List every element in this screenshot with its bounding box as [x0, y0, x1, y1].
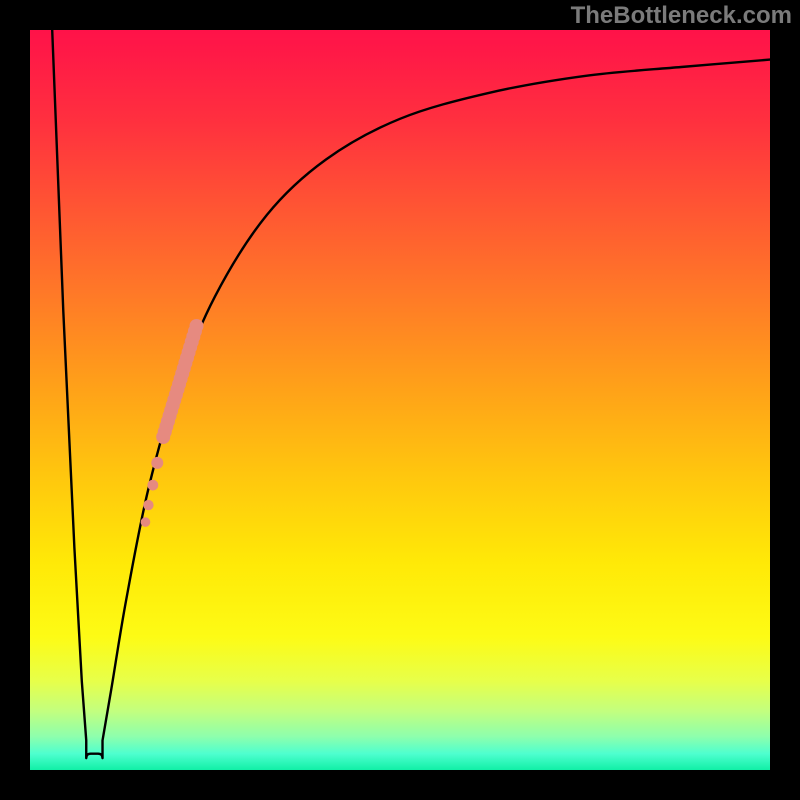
- marker-dot: [147, 480, 158, 491]
- chart-root: TheBottleneck.com: [0, 0, 800, 800]
- frame-border-right: [770, 0, 800, 800]
- marker-dot: [143, 500, 153, 510]
- watermark-text: TheBottleneck.com: [571, 2, 792, 30]
- frame-border-left: [0, 0, 30, 800]
- frame-border-bottom: [0, 770, 800, 800]
- marker-dot: [151, 457, 163, 469]
- marker-dot: [141, 517, 151, 527]
- plot-background-gradient: [30, 30, 770, 770]
- bottleneck-chart-svg: [0, 0, 800, 800]
- marker-dot: [190, 319, 204, 333]
